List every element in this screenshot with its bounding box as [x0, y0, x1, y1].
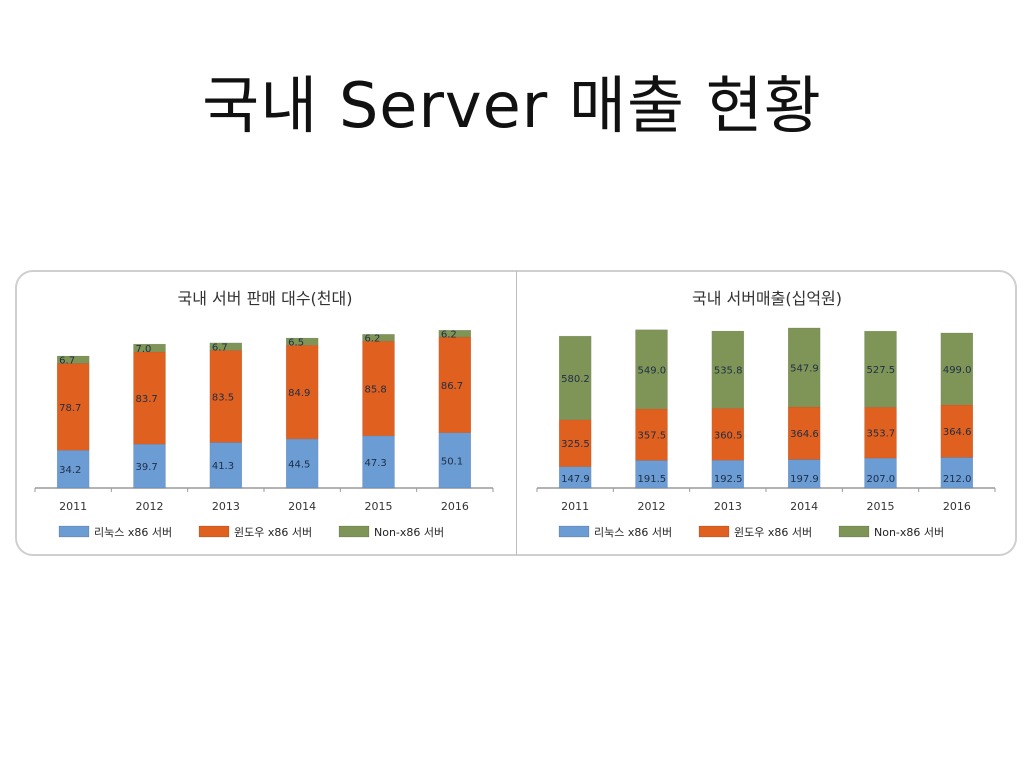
data-label-nonx86-2013: 6.7 [212, 343, 228, 354]
data-label-windows-2014: 364.6 [790, 429, 819, 440]
bar-nonx86-2014 [285, 337, 319, 346]
legend-label-windows: 윈도우 x86 서버 [734, 525, 812, 539]
x-tick-label-2015: 2015 [867, 500, 895, 513]
bar-linux-2016 [940, 457, 974, 489]
data-label-linux-2015: 207.0 [867, 474, 896, 485]
x-tick-label-2012: 2012 [638, 500, 666, 513]
data-label-windows-2012: 83.7 [136, 394, 158, 405]
bar-windows-2015 [864, 406, 897, 459]
data-label-nonx86-2012: 549.0 [638, 365, 667, 376]
bar-linux-2013 [711, 460, 745, 489]
data-label-windows-2011: 78.7 [59, 403, 81, 414]
bar-nonx86-2013 [209, 342, 243, 351]
data-label-linux-2012: 39.7 [136, 462, 158, 473]
data-label-nonx86-2015: 6.2 [365, 334, 381, 345]
panel-divider [516, 271, 517, 555]
x-tick-label-2011: 2011 [59, 500, 87, 513]
data-label-nonx86-2012: 7.0 [136, 344, 152, 355]
chart-units-sold: 국내 서버 판매 대수(천대) 34.2 78.7 6.7 2011 39.7 83.7 7.… [34, 289, 494, 539]
legend-label-nonx86: Non-x86 서버 [874, 526, 944, 539]
data-label-windows-2011: 325.5 [561, 439, 590, 450]
bar-linux-2012 [635, 460, 668, 489]
x-tick-label-2015: 2015 [365, 500, 393, 513]
bar-windows-2014 [285, 344, 319, 440]
bar-nonx86-2013 [711, 330, 745, 409]
chart-revenue: 국내 서버매출(십억원) 147.9 325.5 580.2 2011 191.5 357.… [536, 289, 996, 539]
data-label-nonx86-2016: 6.2 [441, 330, 457, 341]
bar-windows-2011 [56, 363, 90, 451]
bar-nonx86-2014 [787, 327, 821, 408]
x-tick-label-2013: 2013 [714, 500, 742, 513]
bar-nonx86-2016 [438, 329, 472, 338]
bar-windows-2013 [711, 408, 745, 461]
data-label-linux-2011: 147.9 [561, 474, 590, 485]
legend-swatch-linux [58, 525, 90, 538]
bar-nonx86-2016 [940, 332, 974, 406]
legend-swatch-windows [198, 525, 230, 538]
x-tick-label-2012: 2012 [136, 500, 164, 513]
x-tick-label-2014: 2014 [790, 500, 818, 513]
data-label-nonx86-2013: 535.8 [714, 366, 743, 377]
bar-linux-2014 [787, 459, 821, 489]
data-label-nonx86-2016: 499.0 [943, 365, 972, 376]
legend-swatch-nonx86 [338, 525, 370, 538]
x-tick-label-2013: 2013 [212, 500, 240, 513]
data-label-windows-2013: 360.5 [714, 430, 743, 441]
data-label-windows-2016: 86.7 [441, 381, 463, 392]
legend-label-windows: 윈도우 x86 서버 [234, 525, 312, 539]
bar-nonx86-2012 [133, 343, 166, 353]
data-label-linux-2015: 47.3 [365, 458, 387, 469]
data-label-linux-2013: 41.3 [212, 461, 234, 472]
x-tick-label-2016: 2016 [441, 500, 469, 513]
data-label-nonx86-2015: 527.5 [867, 365, 896, 376]
legend-swatch-nonx86 [838, 525, 870, 538]
bar-windows-2013 [209, 350, 243, 443]
data-label-linux-2016: 50.1 [441, 456, 463, 467]
data-label-windows-2015: 85.8 [365, 384, 387, 395]
data-label-nonx86-2011: 6.7 [59, 356, 75, 367]
bar-nonx86-2015 [362, 334, 395, 342]
x-tick-label-2016: 2016 [943, 500, 971, 513]
data-label-linux-2011: 34.2 [59, 465, 81, 476]
data-label-linux-2014: 197.9 [790, 474, 819, 485]
data-label-windows-2012: 357.5 [638, 431, 667, 442]
x-tick-label-2011: 2011 [561, 500, 589, 513]
legend-label-nonx86: Non-x86 서버 [374, 526, 444, 539]
legend-label-linux: 리눅스 x86 서버 [594, 526, 672, 539]
data-label-windows-2013: 83.5 [212, 392, 234, 403]
data-label-linux-2014: 44.5 [288, 459, 310, 470]
data-label-windows-2014: 84.9 [288, 388, 310, 399]
data-label-linux-2016: 212.0 [943, 474, 972, 485]
bar-nonx86-2011 [56, 355, 90, 364]
legend-swatch-windows [698, 525, 730, 538]
x-tick-label-2014: 2014 [288, 500, 316, 513]
bar-windows-2014 [787, 406, 821, 460]
bar-nonx86-2011 [558, 335, 592, 421]
data-label-nonx86-2014: 6.5 [288, 338, 304, 349]
bar-nonx86-2015 [864, 330, 897, 408]
legend-swatch-linux [558, 525, 590, 538]
legend-label-linux: 리눅스 x86 서버 [94, 526, 172, 539]
data-label-nonx86-2014: 547.9 [790, 363, 819, 374]
bar-linux-2014 [285, 438, 319, 489]
data-label-windows-2016: 364.6 [943, 427, 972, 438]
slide-title: 국내 Server 매출 현황 [202, 69, 822, 142]
data-label-nonx86-2011: 580.2 [561, 374, 590, 385]
bar-linux-2015 [362, 435, 395, 489]
bar-linux-2016 [438, 432, 472, 489]
bar-windows-2012 [635, 408, 668, 461]
bar-windows-2016 [940, 404, 974, 458]
chart-title: 국내 서버매출(십억원) [692, 289, 842, 308]
bar-windows-2016 [438, 336, 472, 433]
data-label-linux-2013: 192.5 [714, 474, 743, 485]
data-label-linux-2012: 191.5 [638, 474, 667, 485]
bar-linux-2015 [864, 457, 897, 489]
data-label-windows-2015: 353.7 [867, 429, 896, 440]
chart-title: 국내 서버 판매 대수(천대) [178, 289, 353, 308]
bar-nonx86-2012 [635, 329, 668, 410]
bar-linux-2013 [209, 442, 243, 489]
bar-linux-2011 [56, 450, 90, 489]
